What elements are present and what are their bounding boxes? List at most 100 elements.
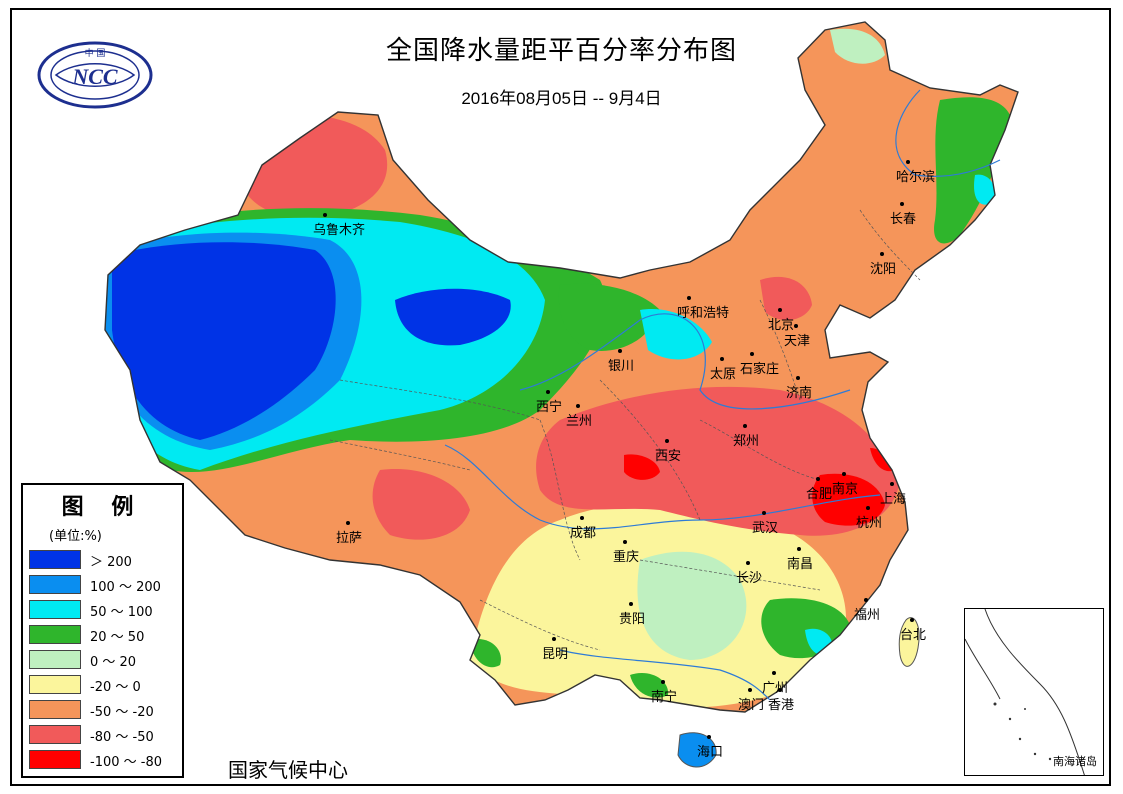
legend-swatch <box>29 650 81 669</box>
city-marker <box>687 296 691 300</box>
legend-label: -100 ～ -80 <box>90 755 163 770</box>
city-marker <box>720 357 724 361</box>
legend-swatch <box>29 575 81 594</box>
map-legend: 图 例 (单位:%) ＞ 200 100 ～ 200 50 ～ 100 20 ～ 50… <box>21 483 184 778</box>
city-marker <box>629 602 633 606</box>
legend-item: -80 ～ -50 <box>26 725 182 747</box>
logo-top-text: 中 国 <box>85 47 106 59</box>
city-marker <box>778 308 782 312</box>
inset-islands <box>993 702 1052 761</box>
anomaly-layer-hetao-very-wet <box>640 309 712 360</box>
city-marker <box>546 390 550 394</box>
city-label: 贵阳 <box>619 612 646 627</box>
city-label: 石家庄 <box>740 362 780 377</box>
city-label: 杭州 <box>856 516 883 531</box>
anomaly-layer-northeast-wet <box>934 97 1010 244</box>
logo-text: NCC <box>71 64 118 89</box>
city-label: 乌鲁木齐 <box>313 223 366 238</box>
inset-map <box>965 609 1085 775</box>
city-label: 香港 <box>768 698 795 713</box>
city-marker <box>346 521 350 525</box>
city-marker <box>623 540 627 544</box>
city-label: 合肥 <box>806 487 833 502</box>
map-title: 全国降水量距平百分率分布图 <box>385 36 737 66</box>
city-label: 福州 <box>854 608 881 623</box>
legend-swatch <box>29 675 81 694</box>
city-label: 西宁 <box>536 400 563 415</box>
city-label: 南昌 <box>787 557 814 572</box>
yellow-river <box>519 313 851 410</box>
anomaly-layer-xian-extreme-dry <box>624 454 660 480</box>
city-marker <box>796 376 800 380</box>
city-marker <box>323 213 327 217</box>
city-marker <box>552 637 556 641</box>
city-marker <box>778 688 782 692</box>
legend-swatch <box>29 600 81 619</box>
anomaly-layer-inner-mongolia-wet <box>558 283 660 351</box>
city-label: 郑州 <box>733 434 760 449</box>
precipitation-color-fill <box>105 22 1018 712</box>
city-label: 上海 <box>880 492 907 507</box>
yangtze-river <box>444 444 881 530</box>
city-marker <box>797 547 801 551</box>
city-label: 海口 <box>697 745 724 760</box>
city-marker <box>880 252 884 256</box>
city-label: 成都 <box>570 526 597 541</box>
city-marker <box>864 598 868 602</box>
taiwan-island <box>898 617 920 667</box>
anomaly-layer-tarim-extreme-wet <box>112 242 336 440</box>
city-label: 济南 <box>786 386 813 401</box>
city-marker <box>748 688 752 692</box>
city-label: 西安 <box>655 449 682 464</box>
city-marker <box>900 202 904 206</box>
city-label: 银川 <box>608 359 635 374</box>
city-marker <box>910 618 914 622</box>
legend-label: ＞ 200 <box>90 555 132 570</box>
legend-item: 0 ～ 20 <box>26 650 182 672</box>
legend-title: 图 例 <box>61 495 144 520</box>
city-marker <box>794 324 798 328</box>
city-marker <box>576 404 580 408</box>
inset-coastline <box>984 609 1085 775</box>
city-label: 南京 <box>832 482 859 497</box>
hainan-island <box>677 732 717 768</box>
city-label: 天津 <box>784 334 811 349</box>
rivers <box>444 89 1001 701</box>
city-marker <box>618 349 622 353</box>
legend-label: 20 ～ 50 <box>90 630 145 645</box>
heilongjiang-river <box>895 89 1001 177</box>
legend-item: ＞ 200 <box>26 550 182 572</box>
city-label: 沈阳 <box>870 262 897 277</box>
legend-label: -20 ～ 0 <box>90 680 141 695</box>
city-label: 兰州 <box>566 414 593 429</box>
pearl-river <box>559 649 771 701</box>
city-marker <box>762 511 766 515</box>
city-marker <box>746 561 750 565</box>
city-marker <box>707 735 711 739</box>
city-label: 哈尔滨 <box>896 170 936 185</box>
city-label: 重庆 <box>613 550 640 565</box>
city-marker <box>772 671 776 675</box>
legend-label: 100 ～ 200 <box>90 580 161 595</box>
legend-item: 100 ～ 200 <box>26 575 182 597</box>
anomaly-layer-east-extreme-dry <box>812 473 885 526</box>
legend-swatch <box>29 725 81 744</box>
legend-item: 20 ～ 50 <box>26 625 182 647</box>
anomaly-layer-central-south-wet <box>637 551 747 660</box>
city-label: 长沙 <box>736 571 763 586</box>
ncc-logo: 中 国 NCC <box>37 41 153 109</box>
city-marker <box>743 424 747 428</box>
legend-item: -20 ～ 0 <box>26 675 182 697</box>
city-label: 武汉 <box>752 521 779 536</box>
city-label: 台北 <box>900 628 927 643</box>
province-borders <box>329 209 921 651</box>
legend-item: 50 ～ 100 <box>26 600 182 622</box>
city-label: 拉萨 <box>336 531 363 546</box>
legend-label: -80 ～ -50 <box>90 730 154 745</box>
legend-label: 0 ～ 20 <box>90 655 137 670</box>
city-marker <box>842 472 846 476</box>
anomaly-layer-yunnan-wet <box>470 639 501 668</box>
anomaly-layer-far-north-near-normal <box>830 28 885 64</box>
city-label: 广州 <box>762 681 789 696</box>
